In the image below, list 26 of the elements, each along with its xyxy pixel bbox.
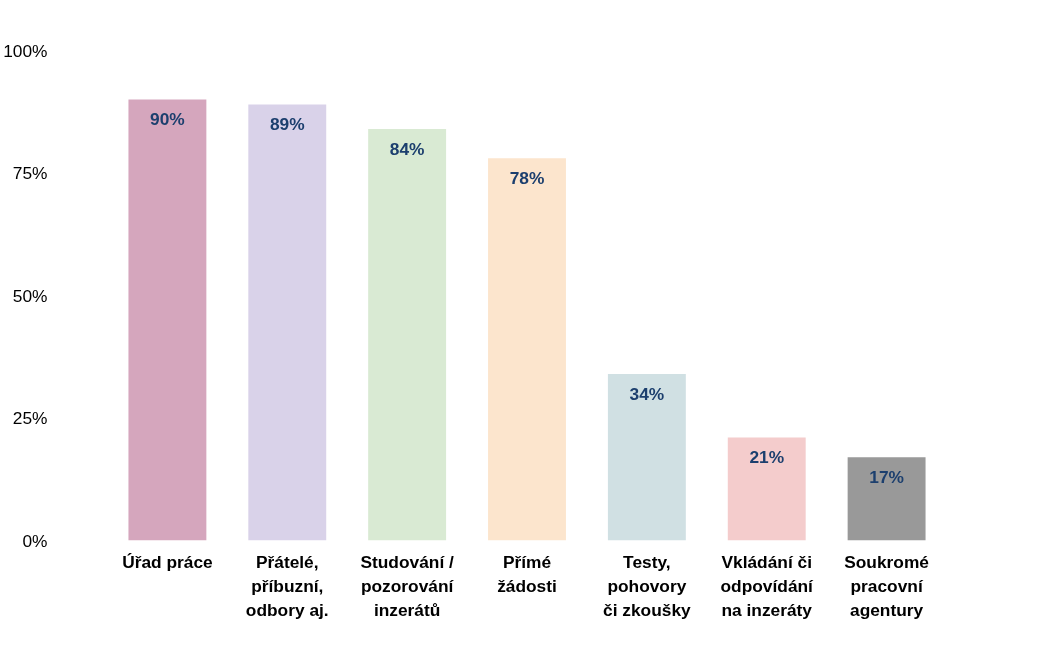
bar (128, 99, 207, 541)
bar (248, 104, 327, 541)
y-tick-label: 25% (12, 408, 48, 428)
bar (607, 373, 686, 541)
y-tick-label: 75% (12, 163, 48, 183)
x-tick-label: Přátelé, příbuzní, odbory aj. (245, 551, 329, 620)
y-tick-label: 50% (12, 285, 48, 306)
x-tick-label: Studování / pozorování inzerátů (360, 551, 455, 620)
bar (368, 128, 447, 541)
bar (727, 437, 806, 541)
y-tick-label: 100% (3, 40, 48, 61)
x-tick-label: Testy, pohovory či zkoušky (603, 551, 692, 620)
data-label: 89% (269, 114, 305, 135)
data-label: 34% (629, 383, 665, 404)
x-tick-label: Úřad práce (122, 551, 214, 572)
x-tick-label: Přímé žádosti (497, 551, 557, 596)
y-tick-label: 0% (22, 530, 48, 551)
data-label: 21% (749, 447, 785, 468)
bar (488, 158, 566, 541)
data-label: 17% (869, 467, 904, 487)
data-label: 84% (389, 138, 425, 159)
data-label: 90% (150, 109, 185, 130)
x-tick-label: Vkládání či odpovídání na inzeráty (720, 551, 815, 620)
data-label: 78% (509, 168, 545, 189)
bar (847, 457, 926, 541)
x-tick-label: Soukromé pracovní agentury (844, 551, 930, 620)
